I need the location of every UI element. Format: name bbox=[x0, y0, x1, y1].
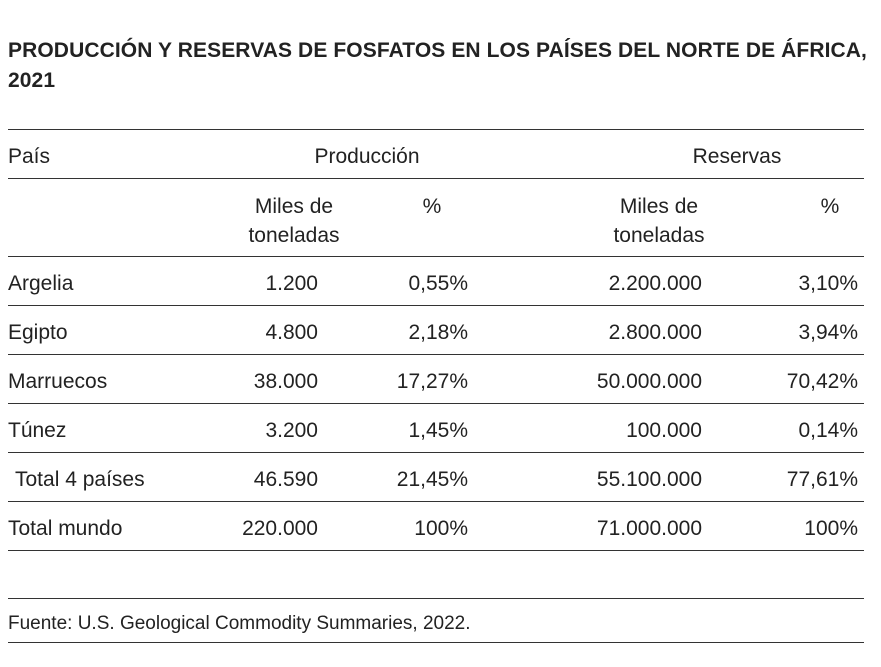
row-reserves-pct: 77,61% bbox=[786, 468, 858, 491]
row-production-pct: 2,18% bbox=[408, 321, 468, 344]
row-production: 3.200 bbox=[265, 419, 318, 442]
row-reserves: 71.000.000 bbox=[596, 517, 702, 540]
row-rule bbox=[8, 354, 864, 355]
row-country: Egipto bbox=[8, 321, 68, 344]
row-production: 1.200 bbox=[265, 272, 318, 295]
source-top-rule bbox=[8, 598, 864, 599]
row-reserves: 55.100.000 bbox=[596, 468, 702, 491]
header-reserves: Reservas bbox=[692, 145, 782, 168]
table-title: PRODUCCIÓN Y RESERVAS DE FOSFATOS EN LOS… bbox=[8, 39, 867, 92]
row-production-pct: 100% bbox=[414, 517, 468, 540]
row-reserves: 2.200.000 bbox=[608, 272, 702, 295]
header-rule bbox=[8, 178, 864, 179]
source-bottom-rule bbox=[8, 642, 864, 643]
row-rule bbox=[8, 501, 864, 502]
row-country: Total 4 países bbox=[15, 468, 145, 491]
header-production: Producción bbox=[314, 145, 420, 168]
row-country: Argelia bbox=[8, 272, 74, 295]
row-rule bbox=[8, 452, 864, 453]
subheader-rule bbox=[8, 256, 864, 257]
source-note: Fuente: U.S. Geological Commodity Summar… bbox=[8, 613, 471, 634]
row-reserves-pct: 70,42% bbox=[786, 370, 858, 393]
row-production: 46.590 bbox=[253, 468, 318, 491]
row-reserves-pct: 3,10% bbox=[798, 272, 858, 295]
subheader-prod-units-line2: toneladas bbox=[248, 224, 340, 247]
top-rule bbox=[8, 129, 864, 130]
row-production: 4.800 bbox=[265, 321, 318, 344]
header-country: País bbox=[8, 145, 51, 168]
row-reserves: 50.000.000 bbox=[596, 370, 702, 393]
row-reserves-pct: 3,94% bbox=[798, 321, 858, 344]
row-reserves: 2.800.000 bbox=[608, 321, 702, 344]
row-production-pct: 17,27% bbox=[396, 370, 468, 393]
row-production-pct: 0,55% bbox=[408, 272, 468, 295]
row-rule bbox=[8, 403, 864, 404]
table-bottom-rule bbox=[8, 550, 864, 551]
subheader-res-units-line2: toneladas bbox=[613, 224, 705, 247]
row-production: 38.000 bbox=[253, 370, 318, 393]
row-rule bbox=[8, 305, 864, 306]
row-country: Túnez bbox=[8, 419, 67, 442]
row-country: Marruecos bbox=[8, 370, 108, 393]
subheader-res-units-line1: Miles de bbox=[619, 195, 699, 218]
subheader-prod-units-line1: Miles de bbox=[254, 195, 334, 218]
row-production: 220.000 bbox=[242, 517, 318, 540]
subheader-prod-pct: % bbox=[422, 195, 442, 218]
subheader-res-pct: % bbox=[820, 195, 840, 218]
row-production-pct: 1,45% bbox=[408, 419, 468, 442]
row-reserves: 100.000 bbox=[626, 419, 702, 442]
row-reserves-pct: 100% bbox=[804, 517, 858, 540]
row-country: Total mundo bbox=[8, 517, 123, 540]
row-production-pct: 21,45% bbox=[396, 468, 468, 491]
row-reserves-pct: 0,14% bbox=[798, 419, 858, 442]
